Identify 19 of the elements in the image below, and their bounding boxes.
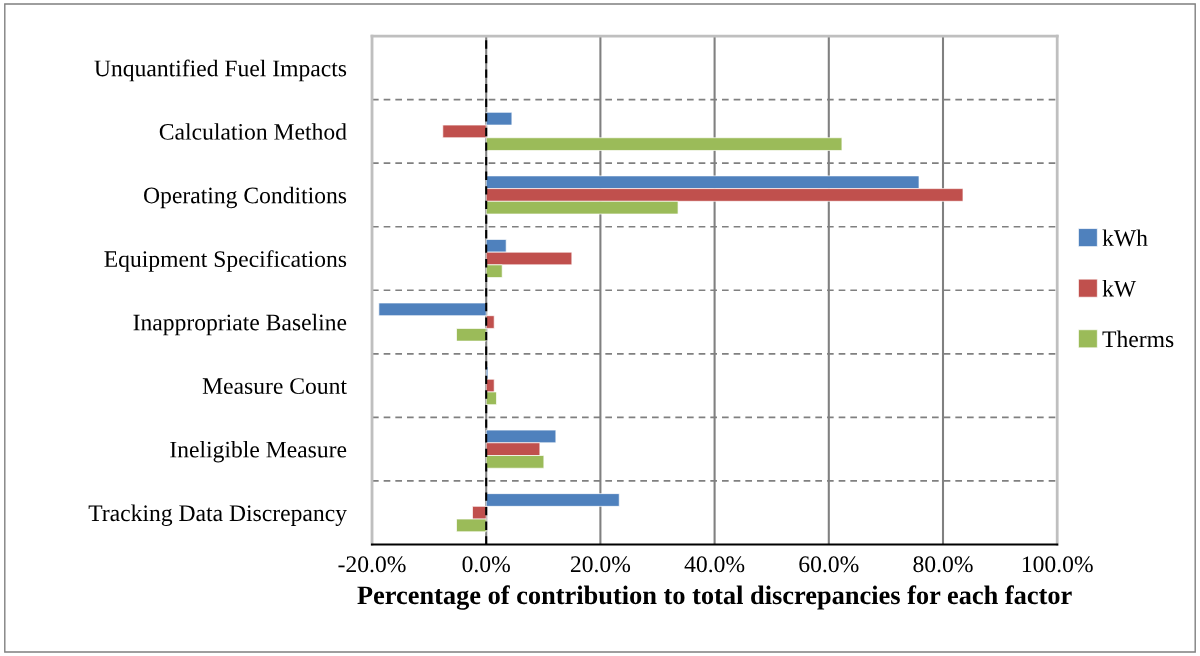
x-tick-label: 40.0% [684, 556, 745, 573]
y-tick-label: Operating Conditions [144, 186, 347, 209]
legend-label: Therms [1102, 330, 1174, 348]
legend-label: kWh [1102, 229, 1148, 247]
y-tick-label: Calculation Method [159, 123, 347, 140]
x-tick-label: 100.0% [1022, 556, 1093, 573]
y-tick-label: Tracking Data Discrepancy [88, 504, 347, 526]
y-tick-label: Measure Count [202, 378, 347, 395]
x-tick-label: -20.0% [338, 556, 406, 573]
x-tick-label: 60.0% [799, 556, 859, 573]
x-tick-label: 80.0% [913, 556, 973, 573]
x-tick-label: 0.0% [462, 556, 510, 573]
x-axis-title: Percentage of contribution to total discrepancies for each factor [357, 585, 1072, 610]
legend-label: kW [1102, 280, 1137, 297]
x-tick-label: 20.0% [570, 556, 631, 573]
y-tick-label: Equipment Specifications [104, 250, 347, 272]
y-tick-label: Unquantified Fuel Impacts [94, 59, 347, 82]
y-tick-label: Ineligible Measure [170, 440, 347, 463]
y-tick-label: Inappropriate Baseline [133, 313, 347, 336]
